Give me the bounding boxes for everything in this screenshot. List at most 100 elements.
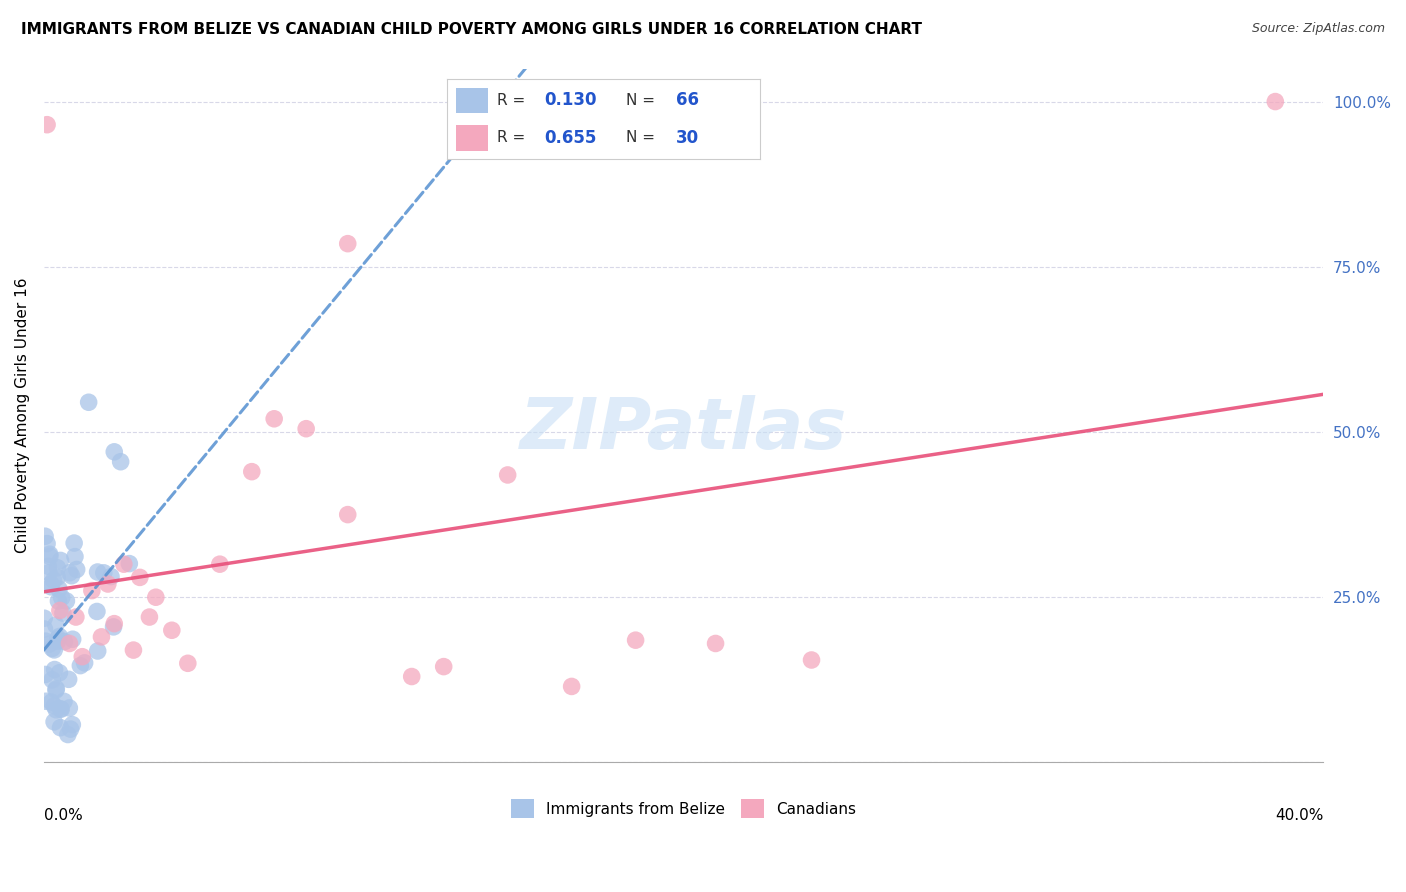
- Point: [138, 610, 160, 624]
- Point: [401, 669, 423, 683]
- Point: [59, 566, 82, 580]
- Point: [58, 701, 80, 715]
- Text: IMMIGRANTS FROM BELIZE VS CANADIAN CHILD POVERTY AMONG GIRLS UNDER 16 CORRELATIO: IMMIGRANTS FROM BELIZE VS CANADIAN CHILD…: [21, 22, 922, 37]
- Point: [63, 536, 86, 550]
- Point: [77, 395, 100, 409]
- Point: [336, 236, 359, 251]
- Point: [295, 422, 318, 436]
- Point: [34, 634, 56, 648]
- Point: [38, 549, 60, 564]
- Point: [38, 637, 60, 651]
- Point: [37, 559, 59, 574]
- Point: [60, 568, 83, 582]
- Point: [100, 569, 122, 583]
- Point: [48, 582, 70, 596]
- Point: [59, 722, 82, 736]
- Point: [46, 632, 69, 646]
- Point: [32, 611, 55, 625]
- Point: [53, 634, 76, 648]
- Point: [561, 680, 583, 694]
- Point: [45, 683, 67, 698]
- Point: [624, 633, 647, 648]
- Point: [128, 570, 150, 584]
- Point: [49, 603, 72, 617]
- Point: [86, 605, 108, 619]
- Y-axis label: Child Poverty Among Girls Under 16: Child Poverty Among Girls Under 16: [15, 277, 30, 553]
- Point: [65, 610, 87, 624]
- Point: [46, 560, 69, 574]
- Point: [1264, 95, 1286, 109]
- Point: [66, 562, 89, 576]
- Point: [53, 694, 76, 708]
- Point: [86, 565, 108, 579]
- Point: [103, 616, 125, 631]
- Point: [45, 681, 67, 696]
- Point: [496, 467, 519, 482]
- Legend: Immigrants from Belize, Canadians: Immigrants from Belize, Canadians: [505, 793, 862, 824]
- Point: [63, 549, 86, 564]
- Point: [800, 653, 823, 667]
- Point: [45, 618, 67, 632]
- Point: [39, 577, 62, 591]
- Point: [39, 580, 62, 594]
- Point: [110, 455, 132, 469]
- Point: [160, 624, 183, 638]
- Text: 40.0%: 40.0%: [1275, 807, 1323, 822]
- Point: [52, 606, 75, 620]
- Point: [86, 644, 108, 658]
- Point: [433, 659, 456, 673]
- Point: [112, 557, 135, 571]
- Point: [80, 583, 103, 598]
- Point: [38, 566, 60, 580]
- Point: [48, 665, 70, 680]
- Point: [42, 573, 65, 587]
- Point: [49, 721, 72, 735]
- Point: [46, 634, 69, 648]
- Point: [44, 698, 66, 713]
- Point: [42, 714, 65, 729]
- Point: [177, 657, 200, 671]
- Point: [208, 557, 231, 571]
- Point: [704, 636, 727, 650]
- Point: [60, 717, 83, 731]
- Point: [45, 703, 67, 717]
- Point: [93, 566, 115, 580]
- Point: [103, 445, 125, 459]
- Point: [34, 667, 56, 681]
- Point: [48, 594, 70, 608]
- Text: Source: ZipAtlas.com: Source: ZipAtlas.com: [1251, 22, 1385, 36]
- Point: [41, 641, 63, 656]
- Point: [58, 673, 80, 687]
- Point: [34, 622, 56, 636]
- Point: [41, 695, 63, 709]
- Point: [73, 656, 96, 670]
- Point: [69, 658, 91, 673]
- Text: 0.0%: 0.0%: [44, 807, 83, 822]
- Point: [44, 643, 66, 657]
- Point: [38, 547, 60, 561]
- Point: [118, 557, 141, 571]
- Point: [49, 553, 72, 567]
- Text: ZIPatlas: ZIPatlas: [520, 395, 848, 464]
- Point: [51, 702, 73, 716]
- Point: [122, 643, 145, 657]
- Point: [336, 508, 359, 522]
- Point: [90, 630, 112, 644]
- Point: [46, 570, 69, 584]
- Point: [44, 663, 66, 677]
- Point: [34, 529, 56, 543]
- Point: [35, 536, 58, 550]
- Point: [49, 702, 72, 716]
- Point: [51, 591, 73, 605]
- Point: [97, 577, 120, 591]
- Point: [58, 636, 80, 650]
- Point: [56, 727, 79, 741]
- Point: [35, 694, 58, 708]
- Point: [55, 594, 77, 608]
- Point: [263, 411, 285, 425]
- Point: [72, 649, 94, 664]
- Point: [103, 620, 125, 634]
- Point: [41, 673, 63, 687]
- Point: [240, 465, 263, 479]
- Point: [35, 118, 58, 132]
